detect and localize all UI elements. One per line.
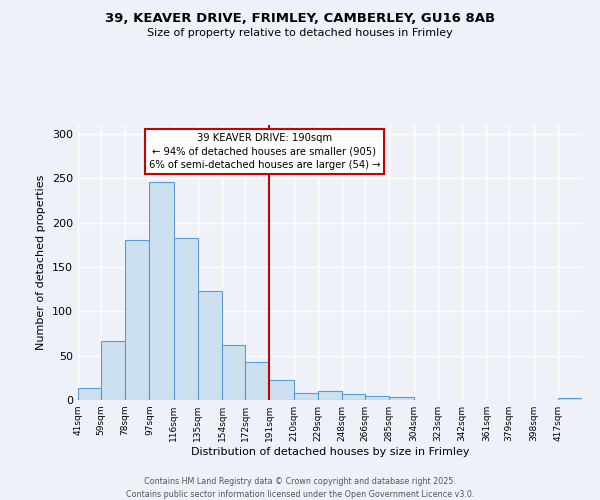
Bar: [245, 362, 269, 400]
Bar: [318, 391, 342, 400]
Text: Contains public sector information licensed under the Open Government Licence v3: Contains public sector information licen…: [126, 490, 474, 499]
Bar: [342, 394, 365, 400]
Text: Contains HM Land Registry data © Crown copyright and database right 2025.: Contains HM Land Registry data © Crown c…: [144, 478, 456, 486]
Text: 39, KEAVER DRIVE, FRIMLEY, CAMBERLEY, GU16 8AB: 39, KEAVER DRIVE, FRIMLEY, CAMBERLEY, GU…: [105, 12, 495, 26]
Bar: [558, 398, 582, 400]
X-axis label: Distribution of detached houses by size in Frimley: Distribution of detached houses by size …: [191, 447, 469, 457]
Bar: [293, 393, 318, 400]
Bar: [149, 182, 173, 400]
Bar: [198, 291, 222, 400]
Text: Size of property relative to detached houses in Frimley: Size of property relative to detached ho…: [147, 28, 453, 38]
Bar: [365, 396, 389, 400]
Bar: [173, 238, 198, 400]
Bar: [269, 380, 293, 400]
Bar: [389, 398, 413, 400]
Y-axis label: Number of detached properties: Number of detached properties: [37, 175, 46, 350]
Bar: [222, 345, 245, 400]
Bar: [125, 240, 149, 400]
Bar: [78, 388, 101, 400]
Text: 39 KEAVER DRIVE: 190sqm
← 94% of detached houses are smaller (905)
6% of semi-de: 39 KEAVER DRIVE: 190sqm ← 94% of detache…: [149, 133, 380, 170]
Bar: [101, 342, 125, 400]
